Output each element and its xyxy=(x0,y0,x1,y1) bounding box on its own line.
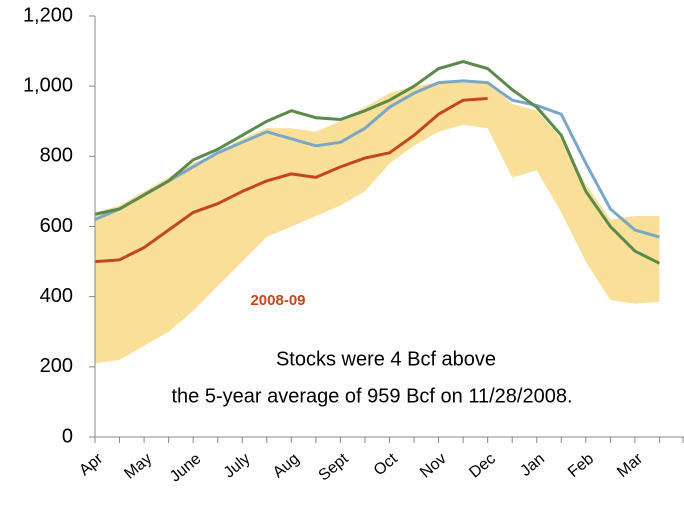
x-tick-label: Dec xyxy=(466,450,499,481)
series-line xyxy=(94,96,488,264)
annotation: Stocks were 4 Bcf above xyxy=(276,348,496,370)
y-tick-label: 0 xyxy=(62,425,73,447)
y-tick-label: 800 xyxy=(40,145,73,167)
series-label: 2008-09 xyxy=(250,292,305,309)
y-tick-label: 200 xyxy=(40,355,73,377)
y-tick-label: 1,000 xyxy=(23,74,73,96)
x-tick-label: May xyxy=(121,450,155,482)
x-tick-label: Jan xyxy=(517,450,548,480)
series-line xyxy=(94,79,660,239)
x-tick-label: July xyxy=(221,450,254,481)
annotation: the 5-year average of 959 Bcf on 11/28/2… xyxy=(171,385,572,407)
y-tick-label: 400 xyxy=(40,285,73,307)
x-tick-label: Sept xyxy=(316,450,353,485)
x-tick-label: Mar xyxy=(614,450,647,481)
x-tick-label: Oct xyxy=(371,450,401,479)
x-tick-label: Feb xyxy=(565,450,597,481)
x-tick-label: Aug xyxy=(270,450,303,481)
series-line xyxy=(94,60,661,265)
range-band xyxy=(95,82,660,364)
x-tick-label: Apr xyxy=(76,450,107,479)
y-tick-label: 600 xyxy=(40,215,73,237)
y-tick-label: 1,200 xyxy=(23,4,73,26)
x-tick-label: Nov xyxy=(417,450,450,481)
x-tick-label: June xyxy=(167,450,205,485)
